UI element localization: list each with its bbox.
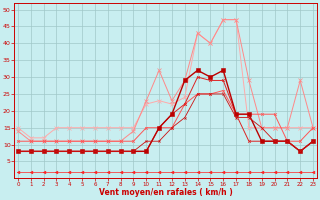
X-axis label: Vent moyen/en rafales ( km/h ): Vent moyen/en rafales ( km/h ) [99,188,232,197]
